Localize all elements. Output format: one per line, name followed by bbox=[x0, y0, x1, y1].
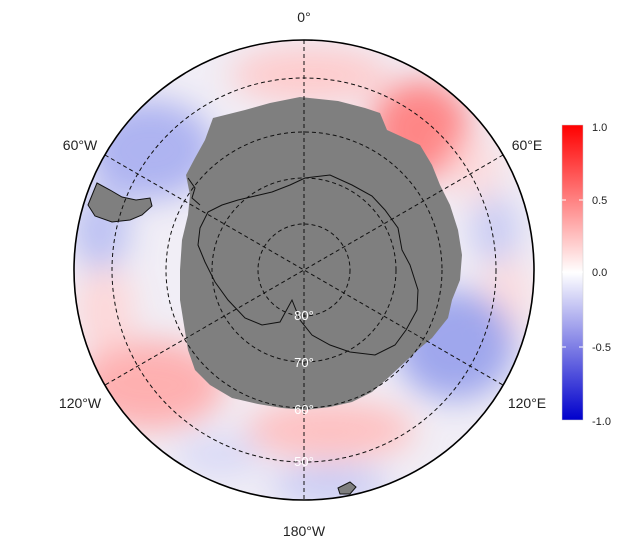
colorbar-tick-neg1: -1.0 bbox=[592, 416, 611, 428]
anomaly-positive-north bbox=[230, 47, 390, 103]
latitude-label-60: 60° bbox=[294, 402, 314, 417]
antarctica-land-mask bbox=[180, 97, 462, 410]
longitude-label-60w: 60°W bbox=[63, 137, 98, 153]
anomaly-positive-west bbox=[75, 265, 135, 355]
longitude-label-0: 0° bbox=[297, 9, 310, 25]
longitude-label-120w: 120°W bbox=[59, 395, 102, 411]
latitude-label-80: 80° bbox=[294, 308, 314, 323]
longitude-label-120e: 120°E bbox=[508, 395, 546, 411]
colorbar: 1.0 0.5 0.0 -0.5 -1.0 bbox=[561, 122, 611, 428]
longitude-label-180w: 180°W bbox=[283, 523, 326, 539]
anomaly-positive-ross bbox=[245, 400, 415, 460]
latitude-circle-60 bbox=[165, 131, 443, 409]
colorbar-tick-0.5: 0.5 bbox=[592, 195, 607, 207]
coastline bbox=[187, 174, 419, 356]
longitude-label-60e: 60°E bbox=[512, 137, 543, 153]
colorbar-tick-neg0.5: -0.5 bbox=[592, 342, 611, 354]
colorbar-tick-0: 0.0 bbox=[592, 267, 607, 279]
anomaly-negative-northeast bbox=[470, 195, 520, 265]
latitude-label-70: 70° bbox=[294, 355, 314, 370]
map-boundary bbox=[73, 39, 535, 501]
latitude-circle-70 bbox=[211, 177, 397, 363]
new-zealand-island bbox=[337, 481, 357, 495]
latitude-label-50: 50° bbox=[294, 454, 314, 469]
anomaly-positive-indian bbox=[445, 135, 505, 205]
graticule bbox=[104, 40, 504, 500]
south-america-tip bbox=[87, 182, 153, 223]
colorbar-tick-1: 1.0 bbox=[592, 122, 607, 134]
anomaly-negative-southwest bbox=[175, 433, 265, 477]
